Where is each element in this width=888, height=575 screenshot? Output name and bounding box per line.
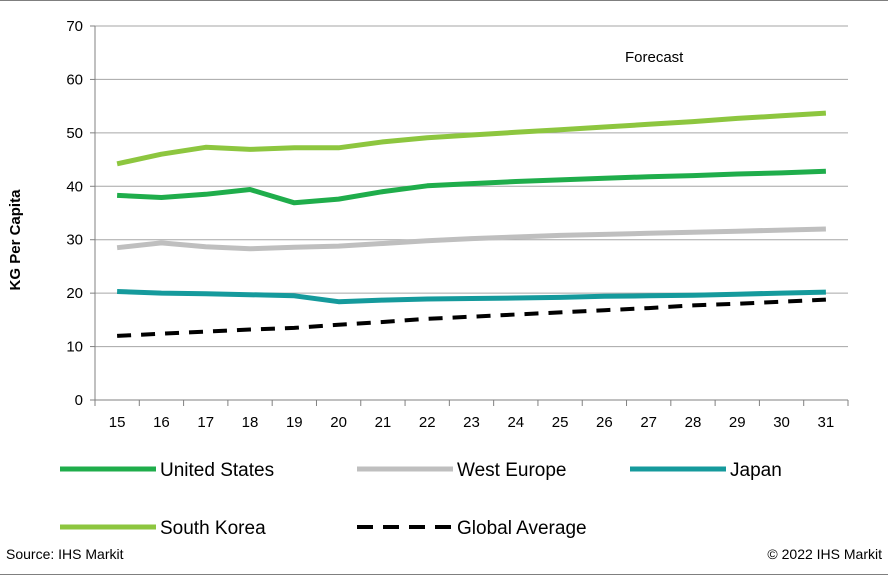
y-tick-label: 40 [66, 178, 83, 195]
x-tick-label: 19 [286, 414, 303, 431]
y-tick-label: 60 [66, 71, 83, 88]
x-tick-label: 30 [773, 414, 790, 431]
legend-label-united-states: United States [160, 460, 274, 481]
y-axis-label: KG Per Capita [7, 189, 24, 291]
x-ticks: 15 16 17 18 19 20 21 22 23 24 25 26 27 28 29 30 31 [109, 414, 834, 431]
x-tick-label: 18 [242, 414, 259, 431]
y-tick-label: 70 [66, 18, 83, 35]
x-tick-label: 17 [197, 414, 214, 431]
series-line-united-states [117, 171, 826, 203]
series-lines [117, 113, 826, 336]
x-tick-label: 28 [685, 414, 702, 431]
legend: United States West Europe Japan South Korea… [60, 460, 782, 539]
x-tick-label: 26 [596, 414, 613, 431]
x-tick-label: 21 [375, 414, 392, 431]
forecast-annotation: Forecast [625, 49, 684, 66]
x-tick-label: 16 [153, 414, 170, 431]
copyright-note: © 2022 IHS Markit [767, 546, 882, 562]
series-line-west-europe [117, 229, 826, 249]
x-tick-label: 24 [507, 414, 524, 431]
x-tick-label: 15 [109, 414, 126, 431]
x-tick-label: 20 [330, 414, 347, 431]
x-tick-label: 22 [419, 414, 436, 431]
legend-label-global-average: Global Average [457, 518, 587, 539]
y-tick-label: 0 [75, 392, 83, 409]
source-note: Source: IHS Markit [6, 546, 123, 562]
x-tick-label: 27 [640, 414, 657, 431]
legend-label-japan: Japan [730, 460, 782, 481]
legend-label-south-korea: South Korea [160, 518, 266, 539]
y-ticks: 0 10 20 30 40 50 60 70 [66, 18, 83, 409]
x-tick-label: 31 [818, 414, 835, 431]
axes [90, 26, 848, 406]
y-tick-label: 20 [66, 285, 83, 302]
y-tick-label: 50 [66, 125, 83, 142]
legend-label-west-europe: West Europe [457, 460, 566, 481]
series-line-global-average [117, 300, 826, 336]
series-line-south-korea [117, 113, 826, 164]
x-tick-label: 29 [729, 414, 746, 431]
x-tick-label: 23 [463, 414, 480, 431]
x-tick-label: 25 [552, 414, 569, 431]
y-tick-label: 30 [66, 232, 83, 249]
y-tick-label: 10 [66, 339, 83, 356]
